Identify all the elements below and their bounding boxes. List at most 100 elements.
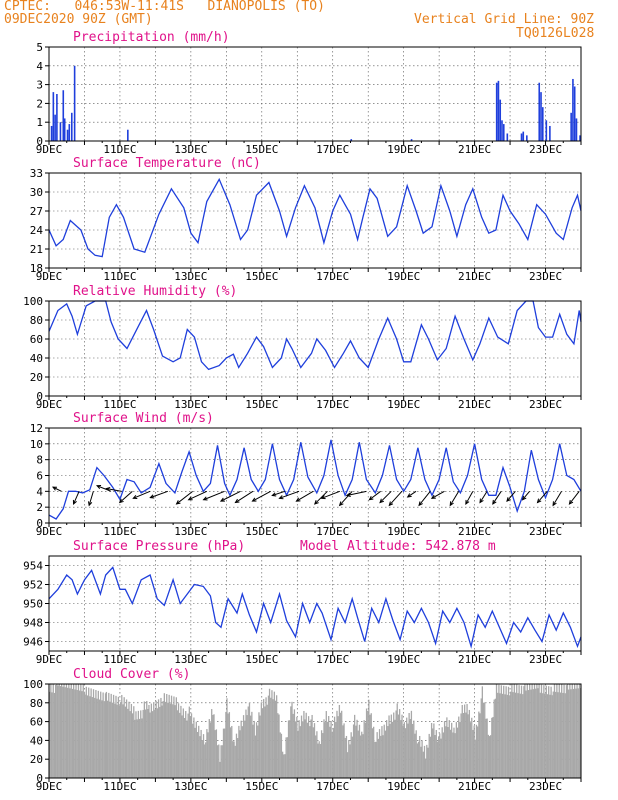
wind-arrow-shaft — [465, 491, 474, 505]
cloud-bar — [357, 730, 359, 778]
wind-arrow-head — [314, 499, 319, 505]
cloud-bar — [430, 722, 433, 778]
panel-title: Relative Humidity (%) — [73, 284, 237, 299]
cloud-bar — [154, 709, 156, 778]
y-tick-label: 21 — [30, 243, 43, 256]
wind-arrow-head — [251, 497, 257, 502]
precip-bar — [579, 135, 581, 141]
cloud-bar — [68, 684, 70, 778]
cloud-bar — [75, 684, 77, 778]
cloud-bar — [156, 708, 159, 778]
cloud-bar — [218, 744, 220, 778]
wind-arrow-shaft — [369, 490, 381, 501]
cloud-bar — [389, 723, 391, 778]
cloud-bar — [80, 684, 82, 778]
cloud-bar — [485, 718, 487, 778]
cloud-bar — [546, 694, 549, 778]
y-tick-label: 100 — [23, 295, 43, 308]
cloud-bar — [83, 691, 86, 778]
cloud-bar — [538, 684, 540, 778]
cloud-bar — [206, 729, 208, 778]
cloud-bar — [277, 713, 279, 778]
wind-arrow-head — [338, 501, 344, 507]
cloud-bar — [177, 703, 180, 778]
cloud-bar — [204, 744, 206, 778]
cloud-bar — [402, 725, 404, 778]
wind-arrow-head — [105, 486, 111, 492]
cloud-bar — [104, 693, 107, 778]
cloud-bar — [447, 727, 449, 778]
cloud-bar — [449, 729, 452, 778]
cloud-bar — [438, 736, 440, 778]
cloud-bar — [181, 715, 183, 778]
cloud-bar — [434, 734, 436, 778]
cloud-bar — [332, 727, 335, 778]
cloud-bar — [84, 694, 86, 778]
y-tick-label: 80 — [30, 314, 43, 327]
y-tick-label: 30 — [30, 186, 43, 199]
cloud-bar — [52, 684, 54, 778]
wind-arrow-head — [368, 495, 374, 501]
x-tick-label: 15DEC — [245, 143, 278, 156]
y-tick-label: 4 — [36, 60, 43, 73]
cloud-bar — [222, 728, 225, 778]
cloud-bar — [140, 710, 142, 778]
cloud-bar — [149, 712, 151, 778]
cloud-bar — [545, 685, 547, 778]
cloud-bar — [160, 697, 162, 778]
cloud-bar — [474, 739, 476, 778]
cloud-bar — [291, 701, 293, 778]
cloud-bar — [394, 719, 396, 778]
cloud-bar — [110, 693, 112, 778]
wind-arrow-head — [72, 499, 77, 505]
cloud-bar — [333, 716, 336, 778]
cloud-bar — [299, 726, 301, 778]
cloud-bar — [50, 684, 52, 778]
cloud-bar — [323, 719, 325, 778]
wind-arrow-head — [278, 495, 284, 500]
cloud-bar — [311, 714, 313, 778]
cloud-bar — [121, 694, 123, 778]
cloud-bar — [94, 697, 96, 778]
x-tick-label: 23DEC — [529, 780, 562, 793]
wind-arrow-head — [388, 501, 394, 507]
wind-arrow-head — [51, 486, 58, 491]
cloud-bar — [105, 691, 108, 778]
y-tick-label: 12 — [30, 422, 43, 435]
panel-frame — [48, 427, 582, 524]
cloud-bar — [205, 742, 207, 778]
cloud-bar — [522, 694, 524, 778]
cloud-bar — [292, 713, 294, 778]
cloud-bar — [378, 729, 381, 778]
cloud-bar — [267, 695, 270, 778]
cloud-bar — [409, 718, 411, 778]
cloud-bar — [352, 724, 355, 778]
cloud-bar — [116, 704, 118, 778]
cloud-bar — [131, 713, 134, 778]
wind-arrow-head — [219, 497, 225, 502]
cloud-bar — [202, 734, 205, 778]
cloud-bar — [56, 684, 58, 778]
cloud-bar — [419, 735, 421, 778]
wind-arrow-head — [187, 496, 193, 501]
cloud-bar — [422, 751, 424, 778]
cloud-bar — [452, 732, 454, 778]
x-tick-label: 15DEC — [245, 270, 278, 283]
cloud-bar — [467, 714, 469, 778]
cloud-bar — [157, 699, 160, 778]
x-tick-label: 13DEC — [174, 143, 207, 156]
cloud-bar — [341, 710, 343, 778]
cloud-bar — [76, 690, 78, 778]
cloud-bar — [351, 736, 354, 778]
cloud-bar — [234, 745, 236, 778]
wind-arrow-head — [465, 499, 470, 505]
cloud-bar — [227, 713, 229, 778]
cloud-bar — [141, 718, 143, 778]
cloud-bar — [176, 710, 178, 778]
wind-arrow-shaft — [52, 486, 62, 492]
wind-arrow-head — [132, 495, 138, 500]
precip-bar — [572, 78, 574, 141]
cloud-bar — [397, 714, 400, 778]
header-code: TQ0126L028 — [516, 26, 595, 41]
y-tick-label: 0 — [36, 517, 43, 530]
